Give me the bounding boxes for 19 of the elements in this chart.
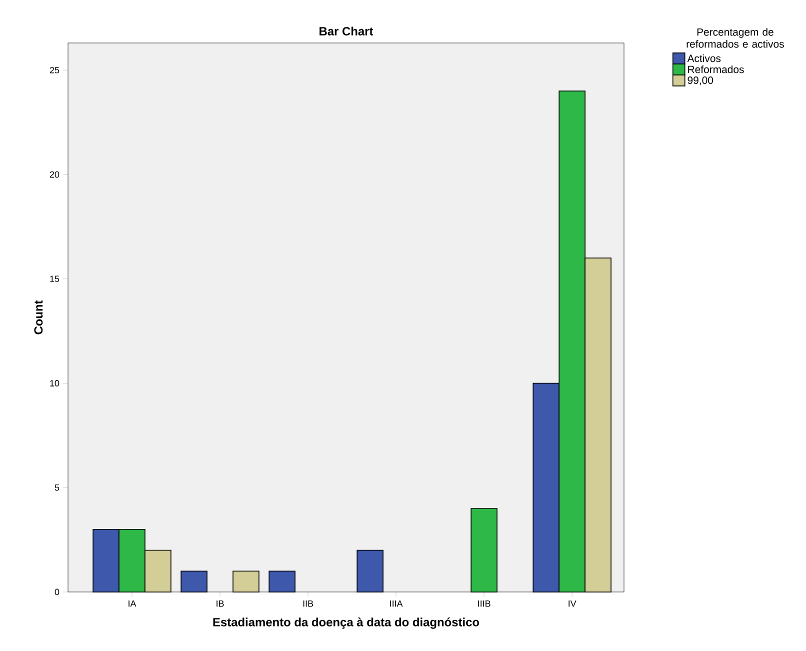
- y-tick-label: 5: [54, 484, 60, 491]
- x-tick-label: IB: [216, 600, 224, 607]
- y-tick-label: 10: [50, 380, 60, 386]
- legend-title: Percentagem de reformados e activos: [686, 28, 784, 48]
- y-tick-label: 0: [54, 588, 60, 596]
- x-axis-title: Estadiamento da doença à data do diagnóstico: [213, 618, 480, 629]
- chart-title: Bar Chart: [320, 26, 374, 36]
- y-tick-label: 25: [50, 66, 60, 74]
- legend-label: 99,00: [688, 76, 714, 86]
- y-tick-label: 15: [50, 276, 60, 282]
- legend-label: Reformados: [688, 65, 744, 74]
- y-axis-title: Count: [34, 300, 43, 334]
- x-tick-label: IIIB: [478, 600, 490, 607]
- x-tick-label: IA: [128, 600, 136, 607]
- y-tick-label: 20: [50, 171, 60, 178]
- x-tick-label: IV: [568, 600, 576, 607]
- x-tick-label: IIIA: [390, 600, 403, 607]
- legend-label: Activos: [687, 54, 721, 62]
- x-tick-label: IIB: [303, 600, 314, 607]
